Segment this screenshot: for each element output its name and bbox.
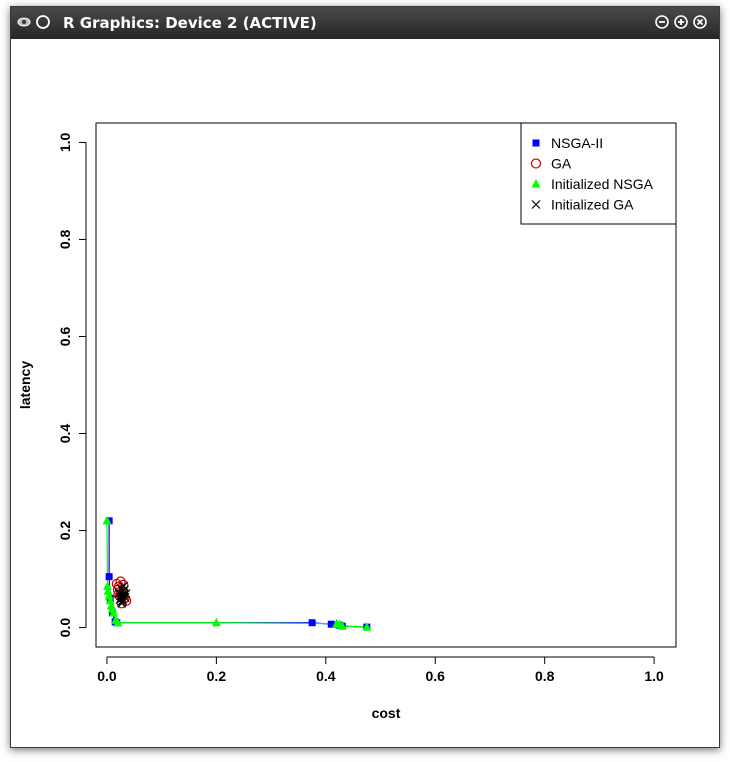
minimize-icon[interactable] [655,15,669,29]
legend-label: Initialized GA [551,197,634,213]
scatter-chart: 0.0 0.2 0.4 0.6 0.8 1.0 0.0 0.2 0.4 0.6 0.8 1.0 cos… [17,122,677,721]
close-icon[interactable] [693,15,707,29]
initialized-nsga-point [105,595,115,605]
legend-box [520,122,677,225]
app-eye-icon[interactable] [17,15,31,29]
x-tick-label: 0.6 [426,668,446,684]
plot-frame [95,122,677,648]
x-tick-label: 0.0 [97,668,117,684]
initialized-nsga-point [104,591,114,600]
legend: NSGA-II GA Initialized NSGA Initialized GA [520,122,677,225]
legend-marker [530,158,542,169]
x-tick-label: 0.8 [535,668,555,684]
initialized-nsga-point [102,515,112,525]
nsga-ii-point [308,619,316,627]
x-axis-label: cost [372,705,401,721]
legend-marker [531,200,541,209]
initialized-nsga-point [362,622,372,631]
initialized-nsga-point [211,617,221,627]
y-tick-label: 1.0 [57,132,73,152]
plot-area: 0.0 0.2 0.4 0.6 0.8 1.0 0.0 0.2 0.4 0.6 0.8 1.0 cos… [11,39,719,747]
nsga-ii-point [105,573,113,581]
y-axis-label: latency [17,361,33,409]
pin-circle-icon[interactable] [36,15,50,29]
window-title: R Graphics: Device 2 (ACTIVE) [63,14,317,32]
nsga-ii-front-line [108,520,367,628]
initialized-nsga-point [102,581,112,590]
x-tick-label: 1.0 [644,668,664,684]
y-tick-label: 0.4 [57,424,73,444]
initialized-ga-point [117,596,127,606]
nsga-ii-point [327,620,335,628]
x-tick-label: 0.4 [316,668,336,684]
x-tick-label: 0.2 [207,668,227,684]
maximize-icon[interactable] [674,15,688,29]
legend-label: GA [551,156,572,172]
initialized-nsga-front-line [106,520,367,628]
legend-marker [532,139,540,147]
initialized-nsga-point [113,617,123,627]
initialized-nsga-point [109,608,119,617]
y-tick-label: 0.6 [57,327,73,347]
initialized-nsga-point [337,621,347,630]
title-bar[interactable]: R Graphics: Device 2 (ACTIVE) [11,7,719,39]
legend-label: NSGA-II [551,135,603,151]
legend-label: Initialized NSGA [551,176,654,192]
y-tick-label: 0.2 [57,521,73,541]
initialized-nsga-point [103,586,113,595]
y-tick-label: 0.0 [57,618,73,638]
legend-marker [531,179,541,188]
r-graphics-window: R Graphics: Device 2 (ACTIVE) 0.0 0.2 0.4 0… [10,6,720,748]
initialized-ga-point [117,598,127,608]
initialized-ga-point [120,585,129,595]
y-tick-label: 0.8 [57,230,73,250]
